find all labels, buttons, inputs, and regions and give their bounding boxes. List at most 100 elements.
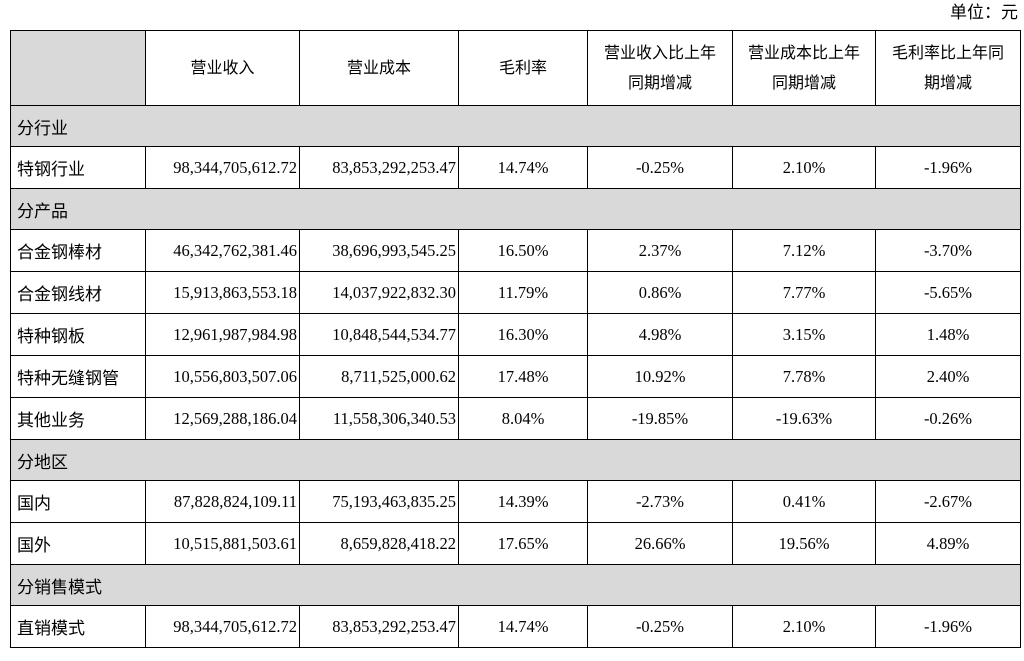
- table-cell: 14.74%: [458, 605, 588, 648]
- table-row: 国外 10,515,881,503.61 8,659,828,418.22 17.65…: [10, 522, 1021, 565]
- table-cell: 10.92%: [587, 355, 733, 398]
- header-line: 同期增减: [627, 73, 692, 92]
- table-cell: 2.10%: [732, 605, 876, 648]
- header-line: 营业收入比上年: [603, 43, 716, 62]
- table-cell: 17.48%: [458, 355, 588, 398]
- table-cell: 12,961,987,984.98: [145, 313, 300, 356]
- table-cell: -1.96%: [875, 146, 1021, 189]
- table-cell: 16.30%: [458, 313, 588, 356]
- section-row: 分地区: [10, 439, 1021, 481]
- table-row: 特钢行业 98,344,705,612.72 83,853,292,253.47 14…: [10, 146, 1021, 189]
- header-line: 营业收入: [190, 58, 255, 77]
- table-cell: -3.70%: [875, 229, 1021, 272]
- table-cell: 87,828,824,109.11: [145, 480, 300, 523]
- row-label: 合金钢棒材: [10, 229, 146, 272]
- table-cell: 4.98%: [587, 313, 733, 356]
- table-row: 直销模式 98,344,705,612.72 83,853,292,253.47 14…: [10, 605, 1021, 648]
- unit-label: 单位：元: [950, 3, 1018, 23]
- table-cell: 7.77%: [732, 271, 876, 314]
- header-line: 营业成本: [346, 58, 411, 77]
- row-label: 直销模式: [10, 605, 146, 648]
- table-cell: 17.65%: [458, 522, 588, 565]
- table-cell: 2.40%: [875, 355, 1021, 398]
- section-row: 分产品: [10, 188, 1021, 230]
- table-cell: 46,342,762,381.46: [145, 229, 300, 272]
- section-title: 分地区: [10, 439, 1021, 481]
- table-cell: 7.12%: [732, 229, 876, 272]
- table-cell: 0.41%: [732, 480, 876, 523]
- header-line: 毛利率比上年同: [891, 43, 1004, 62]
- table-cell: 15,913,863,553.18: [145, 271, 300, 314]
- table-cell: 75,193,463,835.25: [299, 480, 459, 523]
- header-row: 营业收入 营业成本 毛利率 营业收入比上年 同期增减 营业成本比上年 同期增减 毛利…: [10, 30, 1021, 106]
- row-label: 特种无缝钢管: [10, 355, 146, 398]
- table-row: 其他业务 12,569,288,186.04 11,558,306,340.53 8.…: [10, 397, 1021, 440]
- table-cell: 12,569,288,186.04: [145, 397, 300, 440]
- table-cell: 8,711,525,000.62: [299, 355, 459, 398]
- row-label: 国内: [10, 480, 146, 523]
- table-cell: 4.89%: [875, 522, 1021, 565]
- table-cell: 7.78%: [732, 355, 876, 398]
- table-cell: 8,659,828,418.22: [299, 522, 459, 565]
- section-title: 分行业: [10, 105, 1021, 147]
- table-cell: 2.37%: [587, 229, 733, 272]
- table-cell: 83,853,292,253.47: [299, 146, 459, 189]
- table-cell: 8.04%: [458, 397, 588, 440]
- section-title: 分销售模式: [10, 564, 1021, 606]
- table-cell: 98,344,705,612.72: [145, 605, 300, 648]
- header-cell-1: 营业收入: [145, 30, 300, 106]
- table-cell: 26.66%: [587, 522, 733, 565]
- header-cell-0: [10, 30, 146, 106]
- table-cell: 38,696,993,545.25: [299, 229, 459, 272]
- section-title: 分产品: [10, 188, 1021, 230]
- table-cell: 10,848,544,534.77: [299, 313, 459, 356]
- header-cell-6: 毛利率比上年同 期增减: [875, 30, 1021, 106]
- table-row: 特种钢板 12,961,987,984.98 10,848,544,534.77 16…: [10, 313, 1021, 356]
- table-cell: 11.79%: [458, 271, 588, 314]
- table-cell: 10,515,881,503.61: [145, 522, 300, 565]
- table-cell: 11,558,306,340.53: [299, 397, 459, 440]
- header-cell-3: 毛利率: [458, 30, 588, 106]
- table-cell: 19.56%: [732, 522, 876, 565]
- table-cell: 83,853,292,253.47: [299, 605, 459, 648]
- table-cell: -19.63%: [732, 397, 876, 440]
- table-cell: 98,344,705,612.72: [145, 146, 300, 189]
- header-cell-2: 营业成本: [299, 30, 459, 106]
- table-cell: 2.10%: [732, 146, 876, 189]
- row-label: 合金钢线材: [10, 271, 146, 314]
- row-label: 国外: [10, 522, 146, 565]
- header-line: 同期增减: [771, 73, 836, 92]
- row-label: 特种钢板: [10, 313, 146, 356]
- table-cell: -1.96%: [875, 605, 1021, 648]
- table-cell: 0.86%: [587, 271, 733, 314]
- table-cell: 14.39%: [458, 480, 588, 523]
- table-cell: 3.15%: [732, 313, 876, 356]
- header-cell-4: 营业收入比上年 同期增减: [587, 30, 733, 106]
- header-line: 期增减: [923, 73, 972, 92]
- table-cell: -0.26%: [875, 397, 1021, 440]
- row-label: 特钢行业: [10, 146, 146, 189]
- row-label: 其他业务: [10, 397, 146, 440]
- section-row: 分销售模式: [10, 564, 1021, 606]
- table-cell: 14,037,922,832.30: [299, 271, 459, 314]
- header-line: 毛利率: [498, 58, 547, 77]
- table-cell: -2.73%: [587, 480, 733, 523]
- table-row: 合金钢棒材 46,342,762,381.46 38,696,993,545.25 1…: [10, 229, 1021, 272]
- header-line: 营业成本比上年: [747, 43, 860, 62]
- table-cell: -2.67%: [875, 480, 1021, 523]
- table-cell: 10,556,803,507.06: [145, 355, 300, 398]
- table-cell: -0.25%: [587, 605, 733, 648]
- header-cell-5: 营业成本比上年 同期增减: [732, 30, 876, 106]
- table-row: 合金钢线材 15,913,863,553.18 14,037,922,832.30 1…: [10, 271, 1021, 314]
- revenue-table: 营业收入 营业成本 毛利率 营业收入比上年 同期增减 营业成本比上年 同期增减 毛利…: [10, 30, 1021, 648]
- table-row: 特种无缝钢管 10,556,803,507.06 8,711,525,000.62 1…: [10, 355, 1021, 398]
- section-row: 分行业: [10, 105, 1021, 147]
- table-cell: 16.50%: [458, 229, 588, 272]
- table-cell: -5.65%: [875, 271, 1021, 314]
- table-cell: -0.25%: [587, 146, 733, 189]
- table-cell: 1.48%: [875, 313, 1021, 356]
- table-body: 分行业 特钢行业 98,344,705,612.72 83,853,292,253.4…: [10, 105, 1021, 648]
- table-cell: -19.85%: [587, 397, 733, 440]
- table-row: 国内 87,828,824,109.11 75,193,463,835.25 14.3…: [10, 480, 1021, 523]
- table-cell: 14.74%: [458, 146, 588, 189]
